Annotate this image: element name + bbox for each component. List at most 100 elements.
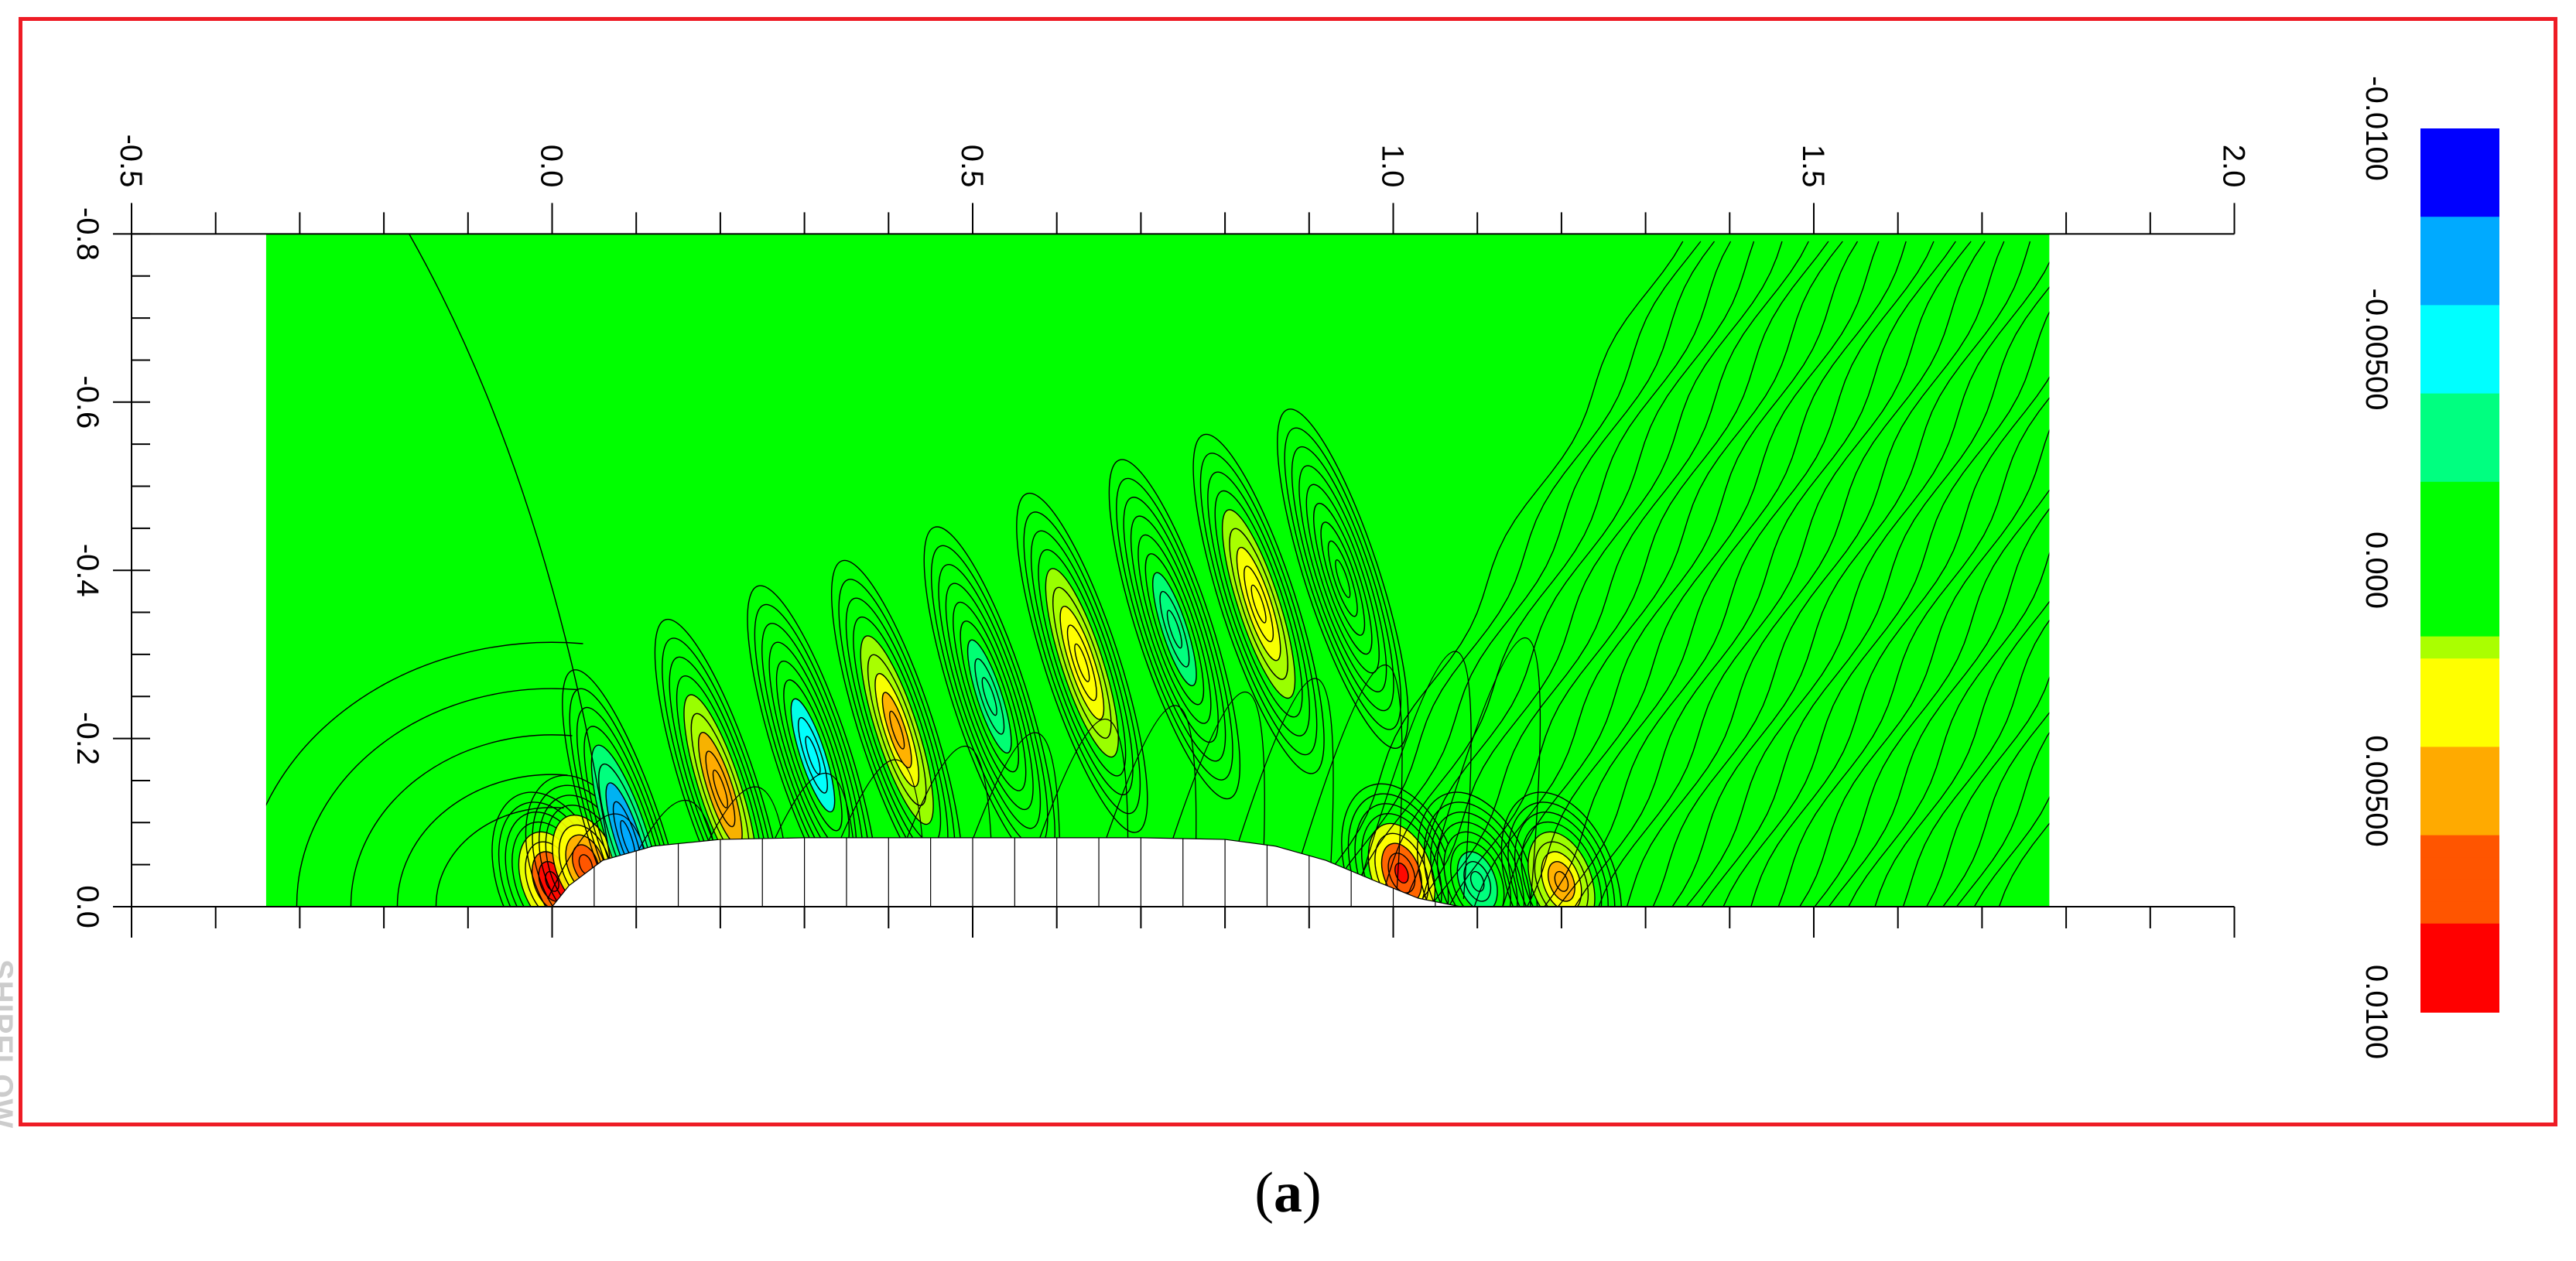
colorbar: -0.0100 -0.00500 0.000 0.00500 0.0100 <box>2359 76 2499 1059</box>
contour-line <box>1814 489 2050 907</box>
contour-line <box>1207 471 1310 736</box>
contour-line <box>1074 643 1090 682</box>
contour-line <box>1421 637 1541 900</box>
contour-line <box>1354 651 1472 900</box>
contour-line <box>409 234 612 865</box>
contour-line <box>576 706 679 907</box>
colorbar-segment <box>2420 658 2499 682</box>
colorbar-segment <box>2420 835 2499 859</box>
contour-feature <box>830 559 963 900</box>
contour-line <box>583 726 672 907</box>
contour-line <box>1277 408 1409 750</box>
contour-feature <box>1108 459 1241 800</box>
colorbar-segment <box>2420 481 2499 505</box>
contour-line <box>1250 584 1267 624</box>
contour-line <box>1335 559 1351 599</box>
contour-line <box>1291 446 1394 712</box>
colorbar-segment <box>2420 504 2499 527</box>
contour-line <box>1540 241 1907 907</box>
colorbar-segment <box>2420 349 2499 373</box>
y-tick-label: 0.0 <box>70 885 104 928</box>
contour-line <box>945 583 1034 811</box>
contour-domain <box>265 234 2050 907</box>
contour-line <box>1287 664 1403 900</box>
contour-line <box>1940 712 2050 907</box>
x-tick-label: 0.5 <box>955 145 989 188</box>
figure-frame <box>19 17 2557 1126</box>
contour-feature <box>923 526 1055 867</box>
colorbar-segment <box>2420 747 2499 770</box>
contour-feature <box>1277 408 1409 750</box>
contour-line <box>1500 791 1623 907</box>
contour-line <box>1038 548 1127 777</box>
colorbar-segment <box>2420 150 2499 174</box>
contour-line <box>1828 507 2050 907</box>
contour-line <box>435 807 564 907</box>
contour-line <box>712 769 728 808</box>
colorbar-segment <box>2420 437 2499 461</box>
colorbar-label: -0.0100 <box>2359 76 2393 181</box>
contour-line <box>889 710 905 750</box>
caption-letter: a <box>1274 1161 1302 1225</box>
contour-line <box>1152 691 1265 900</box>
contour-line <box>1322 241 1702 907</box>
colorbar-segment <box>2420 680 2499 704</box>
contour-line <box>296 688 578 907</box>
contour-line <box>981 677 997 716</box>
colorbar-segment <box>2420 614 2499 637</box>
contour-line <box>1874 600 2050 907</box>
y-tick-label: -0.4 <box>70 544 104 597</box>
colorbar-segment <box>2420 305 2499 328</box>
contour-line <box>1123 497 1226 762</box>
contour-line <box>1521 821 1603 907</box>
contour-line <box>884 746 994 900</box>
contour-line <box>1199 453 1318 756</box>
contour-line <box>1214 490 1303 718</box>
colorbar-segment <box>2420 989 2499 1013</box>
colorbar-segment <box>2420 592 2499 616</box>
colorbar-segment <box>2420 636 2499 660</box>
colorbar-segment <box>2420 923 2499 947</box>
colorbar-segment <box>2420 217 2499 240</box>
contour-line <box>1166 610 1182 649</box>
contour-line <box>1016 492 1148 833</box>
contour-line <box>1018 719 1129 900</box>
colorbar-segment <box>2420 194 2499 218</box>
colorbar-segment <box>2420 326 2499 350</box>
x-tick-label: -0.5 <box>114 134 148 187</box>
contour-line <box>1473 241 1843 907</box>
contour-line <box>938 564 1042 829</box>
caption-open: ( <box>1254 1161 1274 1225</box>
contour-line <box>1519 241 1880 907</box>
x-tick-label: 1.0 <box>1376 145 1410 188</box>
colorbar-segment <box>2420 393 2499 417</box>
y-tick-label: -0.8 <box>70 207 104 261</box>
contour-line <box>950 732 1061 900</box>
contour-line <box>1685 261 2050 907</box>
contour-line <box>1598 241 1972 907</box>
caption-close: ) <box>1302 1161 1322 1225</box>
contour-line <box>1750 376 2050 907</box>
contour-line <box>350 734 573 907</box>
colorbar-label: -0.00500 <box>2359 289 2393 411</box>
contour-line <box>396 774 568 907</box>
axes: -0.5 0.0 0.5 1.0 1.5 2.0 -0.8 -0.6 -0.4 -0.2 0.0 <box>70 134 2251 938</box>
y-tick-label: -0.2 <box>70 712 104 765</box>
contour-line <box>816 759 926 900</box>
contour-line <box>1192 433 1325 774</box>
contour-line <box>1701 286 2050 907</box>
contour-feature <box>1192 433 1325 774</box>
contour-line <box>1298 465 1387 692</box>
colorbar-segment <box>2420 525 2499 549</box>
contour-line <box>1998 822 2050 907</box>
colorbar-segment <box>2420 768 2499 792</box>
contour-line <box>1469 870 1485 892</box>
colorbar-segment <box>2420 791 2499 815</box>
contour-line <box>1423 801 1531 907</box>
x-tick-label: 1.5 <box>1796 145 1830 188</box>
x-tick-label: 2.0 <box>2217 145 2251 188</box>
contour-line <box>1023 511 1141 815</box>
colorbar-segment <box>2420 967 2499 991</box>
y-tick-label: -0.6 <box>70 375 104 429</box>
colorbar-segment <box>2420 548 2499 571</box>
